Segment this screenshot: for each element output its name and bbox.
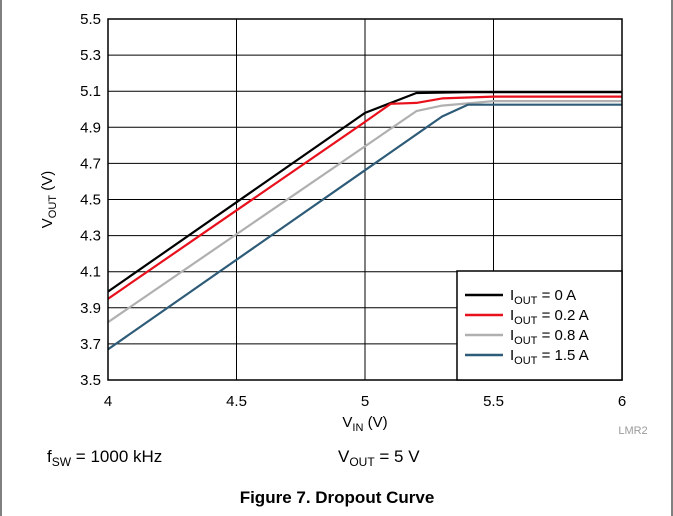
x-tick-label: 5 [361, 393, 369, 410]
legend-label-3: IOUT = 0.8 A [510, 327, 589, 347]
y-tick-label: 4.5 [80, 192, 101, 209]
y-tick-label: 5.5 [80, 11, 101, 28]
series-line-4 [108, 103, 622, 351]
legend-label-2: IOUT = 0.2 A [510, 307, 589, 327]
series-line-2 [108, 95, 622, 300]
series-line-1 [108, 90, 622, 293]
x-tick-label: 4.5 [226, 393, 247, 410]
output-voltage-condition: VOUT = 5 V [338, 447, 420, 469]
y-tick-label: 5.1 [80, 83, 101, 100]
x-tick-label: 5.5 [483, 393, 504, 410]
y-tick-label: 3.7 [80, 336, 101, 353]
y-tick-label: 4.7 [80, 155, 101, 172]
y-tick-labels: 3.5 3.7 3.9 4.1 4.3 4.5 4.7 4.9 5.1 5.3 5.5 [80, 11, 101, 389]
x-tick-labels: 4 4.5 5 5.5 6 [104, 393, 626, 410]
x-tick-label: 6 [618, 393, 626, 410]
y-tick-label: 5.3 [80, 47, 101, 64]
y-tick-label: 4.9 [80, 119, 101, 136]
figure-caption: Figure 7. Dropout Curve [240, 488, 435, 507]
y-axis-label: VOUT (V) [39, 171, 59, 228]
x-axis-label: VIN (V) [342, 414, 387, 434]
legend-label-4: IOUT = 1.5 A [510, 347, 589, 367]
switching-frequency-condition: fSW = 1000 kHz [47, 447, 162, 469]
y-tick-label: 4.3 [80, 228, 101, 245]
figure-code: LMR2 [618, 425, 647, 437]
x-tick-label: 4 [104, 393, 112, 410]
plot-area-border [107, 18, 623, 381]
y-tick-label: 3.9 [80, 300, 101, 317]
legend-label-1: IOUT = 0 A [510, 287, 576, 307]
series-line-3 [108, 99, 622, 324]
y-tick-label: 4.1 [80, 264, 101, 281]
chart-series [108, 90, 622, 351]
y-tick-label: 3.5 [80, 372, 101, 389]
legend-box [456, 270, 623, 381]
